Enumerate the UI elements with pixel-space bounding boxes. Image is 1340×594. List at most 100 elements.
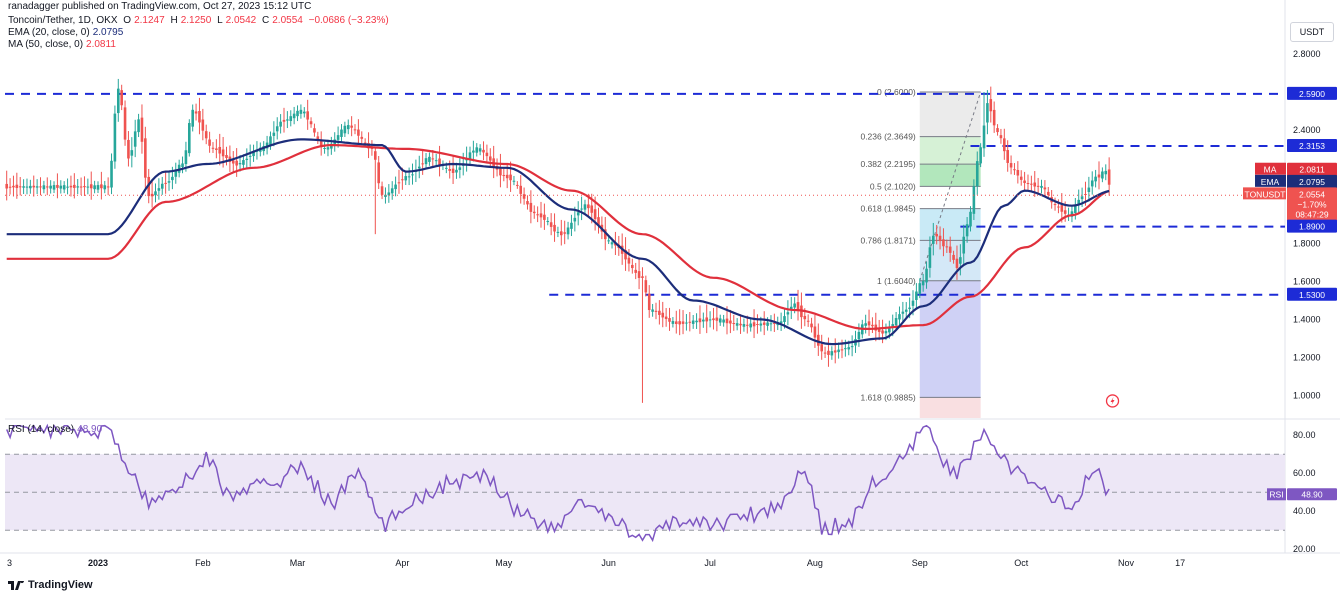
change-value: −0.0686 (−3.23%) [308, 15, 389, 26]
candle-body [238, 163, 242, 165]
candle-body [756, 323, 759, 325]
ma-legend-row[interactable]: MA (50, close, 0) 2.0811 [8, 39, 119, 51]
candle-body [1003, 138, 1006, 152]
time-axis-tick: 3 [7, 558, 12, 568]
ma-price-tag[interactable] [1287, 162, 1337, 177]
candle-body [553, 224, 556, 232]
price-axis-tick: 2.4000 [1293, 125, 1321, 135]
level-price-tag[interactable] [1287, 138, 1337, 152]
candle-body [556, 231, 560, 233]
candle-body [22, 186, 25, 188]
candle-body [587, 204, 590, 209]
candle-body [681, 321, 685, 324]
level-price-tag[interactable] [1287, 287, 1337, 301]
fib-zone [919, 92, 981, 137]
ma-legend-label: MA (50, close, 0) [8, 39, 84, 50]
candle-body [458, 167, 462, 170]
candle-body [194, 111, 198, 114]
rsi-value-tag[interactable] [1287, 488, 1337, 501]
candle-body [100, 184, 103, 189]
candle-body [292, 113, 296, 119]
candle-body [451, 168, 455, 173]
candle-body [1097, 174, 1101, 178]
time-axis-tick: May [495, 558, 513, 568]
candle-body [478, 148, 482, 152]
candle-body [380, 186, 384, 195]
tradingview-brand-text: TradingView [28, 579, 93, 591]
candle-body [407, 176, 411, 178]
ema-legend-value: 2.0795 [92, 27, 124, 38]
candle-body [685, 322, 688, 324]
candle-body [1060, 205, 1064, 212]
price-axis-tick: 2.8000 [1293, 49, 1321, 59]
candle-body [434, 160, 438, 162]
candle-body [769, 323, 773, 325]
candle-body [323, 147, 326, 149]
rsi-axis-tick: 40.00 [1293, 506, 1316, 516]
candle-body [762, 322, 766, 325]
candle-body [313, 128, 316, 133]
candle-body [671, 321, 675, 324]
candle-body [597, 217, 600, 226]
candle-body [654, 310, 658, 312]
price-axis-tick: 1.2000 [1293, 352, 1321, 362]
candle-body [729, 320, 732, 324]
candle-body [1009, 163, 1013, 168]
candle-body [1084, 194, 1087, 196]
candle-body [1053, 204, 1057, 206]
candle-body [1107, 169, 1111, 185]
candle-body [593, 209, 597, 220]
fib-level-label: 0.236 (2.3649) [860, 132, 915, 142]
candle-body [5, 183, 8, 189]
candle-body [830, 351, 834, 356]
candle-body [353, 129, 357, 131]
candle-body [718, 318, 722, 323]
candle-body [45, 186, 49, 188]
candle-body [942, 239, 945, 247]
last-price-symbol-text: TONUSDT [1245, 189, 1286, 199]
tradingview-logo[interactable]: TradingView [8, 579, 93, 591]
candle-body [465, 159, 468, 161]
candle-body [857, 331, 861, 340]
candle-body [350, 125, 353, 128]
candle-body [918, 283, 922, 294]
candle-body [688, 321, 692, 323]
ema-price-tag-label [1255, 174, 1286, 187]
candle-body [499, 167, 502, 176]
candle-body [29, 185, 32, 189]
candle-body [1026, 183, 1030, 185]
rsi-axis-tick: 80.00 [1293, 430, 1316, 440]
low-value: 2.0542 [225, 15, 257, 26]
candle-body [1063, 210, 1067, 214]
candle-body [1043, 187, 1047, 190]
rsi-axis-tick: 20.00 [1293, 544, 1316, 554]
candle-body [160, 183, 164, 189]
candle-body [570, 222, 573, 229]
rsi-line [6, 423, 1110, 543]
level-price-tag[interactable] [1287, 219, 1337, 233]
candle-body [867, 321, 871, 326]
candle-body [252, 151, 255, 157]
last-price-tag[interactable] [1287, 187, 1337, 222]
symbol-name[interactable]: Toncoin/Tether, 1D, OKX [8, 15, 118, 26]
rsi-legend-row[interactable]: RSI (14, close) 48.90 [8, 424, 105, 436]
ema-legend-row[interactable]: EMA (20, close, 0) 2.0795 [8, 27, 126, 39]
candle-body [823, 352, 827, 354]
candle-body [566, 227, 570, 235]
level-price-tag[interactable] [1287, 86, 1337, 100]
tradingview-logo-icon [8, 580, 24, 590]
candle-body [140, 117, 144, 142]
currency-button[interactable]: USDT [1290, 22, 1334, 42]
candle-body [184, 150, 188, 165]
candle-body [127, 139, 130, 159]
candle-body [242, 160, 245, 165]
close-value: 2.0554 [272, 15, 303, 26]
candle-body [945, 246, 949, 248]
open-value: 2.1247 [134, 15, 165, 26]
candle-body [475, 147, 479, 153]
ema-price-tag[interactable] [1287, 174, 1337, 189]
alert-lightning-icon[interactable] [1105, 394, 1120, 408]
candle-body [340, 129, 343, 137]
rsi-legend-value: 48.90 [77, 424, 103, 435]
